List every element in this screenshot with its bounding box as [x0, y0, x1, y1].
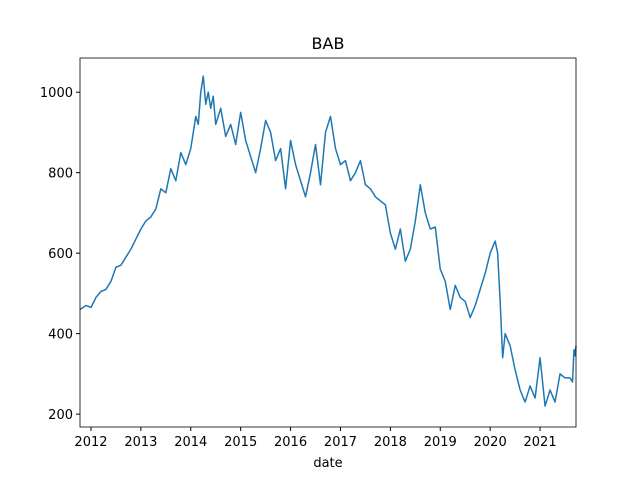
y-tick-label: 400 [48, 328, 73, 343]
x-tick-label: 2017 [324, 435, 357, 450]
line-series [79, 75, 577, 407]
x-axis-label: date [313, 456, 342, 471]
x-tick-label: 2012 [74, 435, 107, 450]
x-tick-label: 2020 [474, 435, 507, 450]
x-tick-label: 2018 [374, 435, 407, 450]
x-tick-label: 2021 [524, 435, 557, 450]
x-tick-label: 2013 [124, 435, 157, 450]
plot-frame [79, 57, 577, 428]
y-tick-label: 1000 [40, 86, 73, 101]
y-tick-label: 800 [48, 167, 73, 182]
chart-title: BAB [312, 34, 345, 53]
x-tick-label: 2014 [174, 435, 207, 450]
y-tick-label: 600 [48, 247, 73, 262]
x-tick-label: 2016 [274, 435, 307, 450]
y-tick-label: 200 [48, 408, 73, 423]
x-tick-label: 2019 [424, 435, 457, 450]
x-tick-label: 2015 [224, 435, 257, 450]
